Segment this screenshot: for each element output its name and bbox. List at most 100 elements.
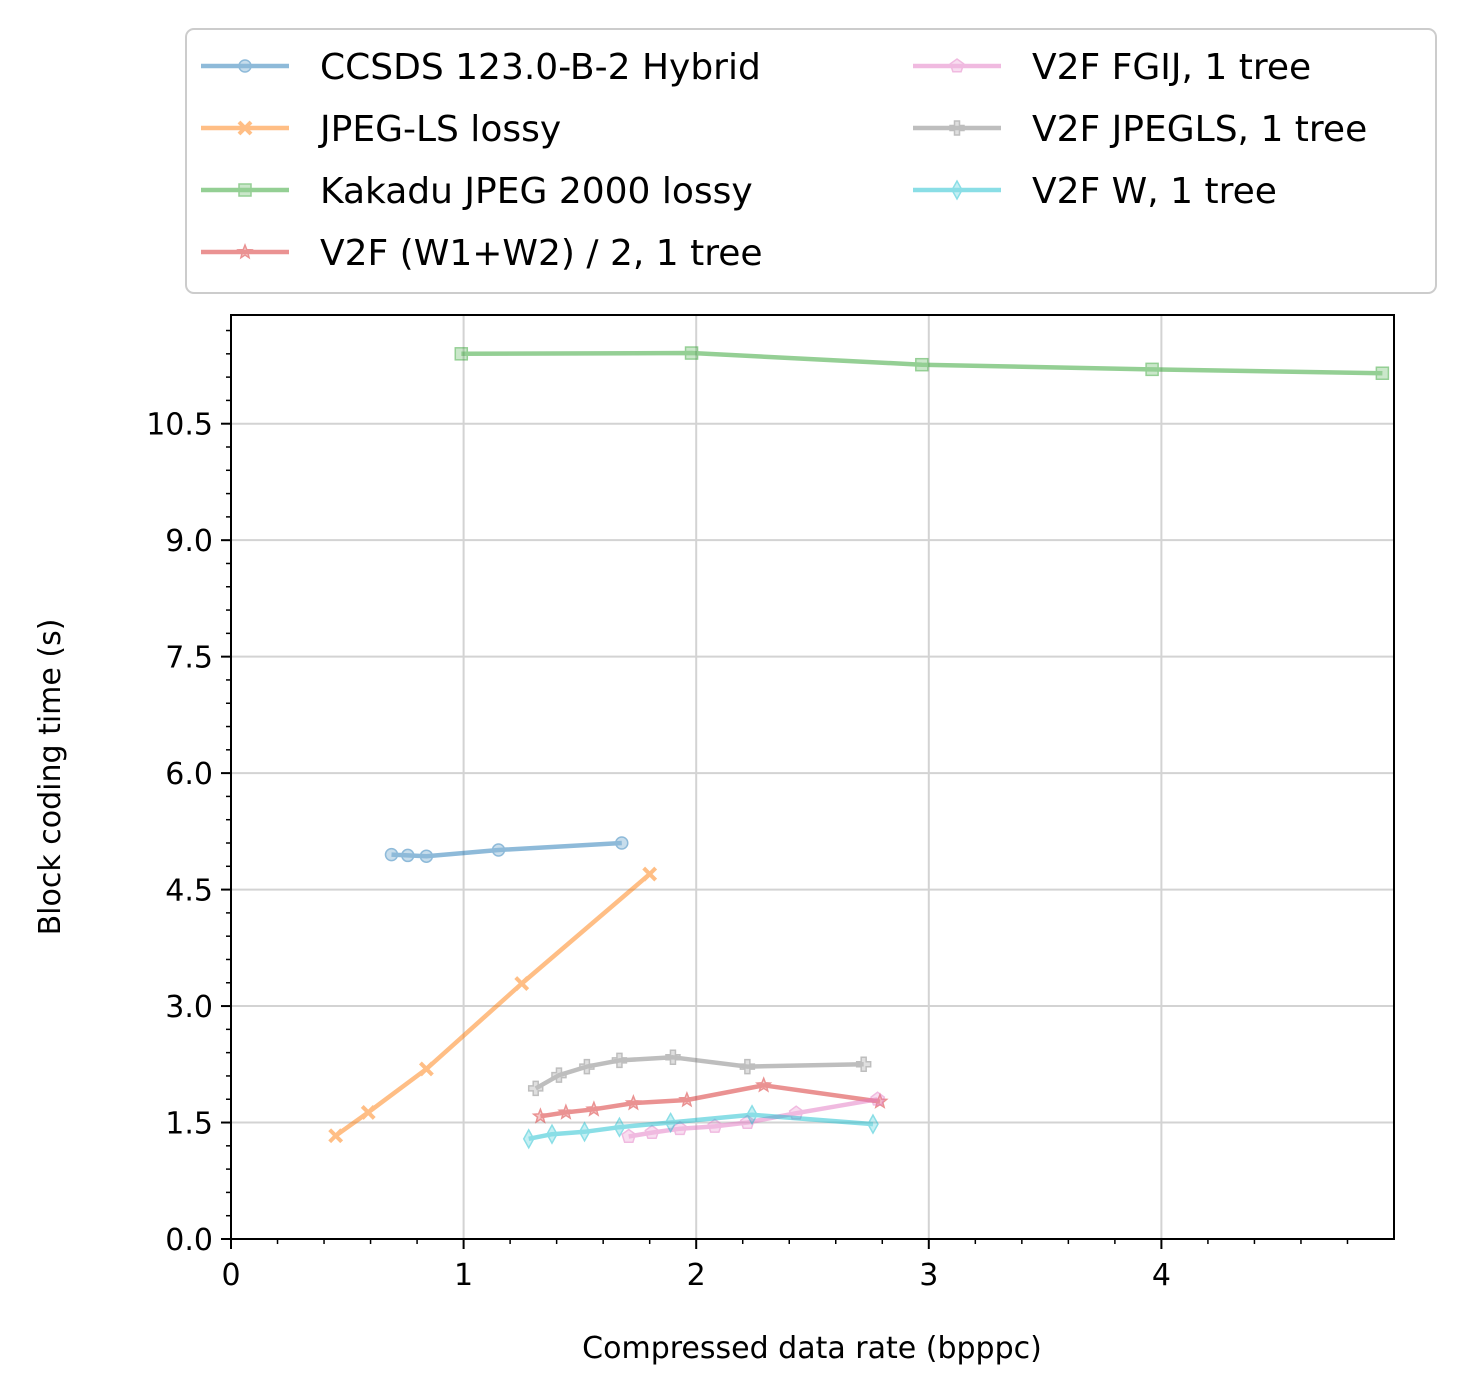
series-3 bbox=[531, 1076, 889, 1124]
legend-marker bbox=[949, 120, 965, 136]
marker-stroke bbox=[328, 1128, 344, 1144]
data-point bbox=[491, 843, 506, 857]
legend-label: V2F JPEGLS, 1 tree bbox=[1032, 109, 1367, 150]
series-2 bbox=[454, 346, 1390, 380]
data-point bbox=[684, 346, 699, 360]
data-point bbox=[531, 1107, 550, 1124]
y-tick-label: 9.0 bbox=[165, 524, 213, 559]
grid bbox=[230, 315, 1394, 1240]
data-point bbox=[665, 1049, 681, 1066]
data-point bbox=[746, 1104, 758, 1126]
y-tick-label: 10.5 bbox=[146, 408, 213, 443]
legend-marker bbox=[949, 58, 965, 73]
data-point bbox=[579, 1058, 595, 1075]
legend-marker bbox=[238, 59, 252, 73]
y-tick-label: 3.0 bbox=[165, 990, 213, 1025]
marker-stroke bbox=[642, 866, 658, 882]
data-point bbox=[384, 847, 399, 862]
x-axis-title: Compressed data rate (bpppc) bbox=[582, 1331, 1042, 1366]
data-point bbox=[644, 1124, 660, 1140]
plot-frame bbox=[230, 314, 1395, 1240]
data-point bbox=[678, 1090, 696, 1108]
data-point bbox=[755, 1076, 773, 1093]
data-point bbox=[867, 1113, 879, 1135]
legend-entry: V2F FGIJ, 1 tree bbox=[913, 47, 1311, 88]
y-tick-label: 1.5 bbox=[165, 1107, 213, 1142]
data-point bbox=[522, 1128, 535, 1150]
marker-stroke bbox=[514, 976, 530, 991]
y-tick-label: 7.5 bbox=[165, 641, 213, 676]
data-point bbox=[739, 1058, 756, 1075]
legend-label: V2F W, 1 tree bbox=[1032, 171, 1277, 212]
legend-handle bbox=[201, 183, 289, 197]
data-point bbox=[557, 1103, 575, 1120]
data-point bbox=[578, 1121, 591, 1143]
legend-entry: V2F (W1+W2) / 2, 1 tree bbox=[201, 233, 763, 274]
data-point bbox=[1375, 366, 1390, 380]
legend: CCSDS 123.0-B-2 Hybrid JPEG-LS lossy Kakad… bbox=[185, 28, 1437, 294]
series-6 bbox=[522, 1104, 879, 1150]
data-point bbox=[360, 1105, 376, 1120]
series-layer bbox=[328, 346, 1390, 1150]
data-point bbox=[870, 1091, 886, 1106]
legend-handle bbox=[201, 242, 289, 260]
legend-handle bbox=[913, 179, 1001, 201]
y-tick-label: 4.5 bbox=[165, 874, 213, 909]
legend-marker bbox=[951, 179, 963, 201]
data-point bbox=[514, 976, 530, 991]
marker-stroke bbox=[237, 120, 253, 136]
x-tick-label: 4 bbox=[1152, 1258, 1171, 1293]
legend-handle bbox=[913, 120, 1001, 136]
data-point bbox=[454, 347, 469, 361]
y-axis-title: Block coding time (s) bbox=[33, 619, 68, 936]
data-point bbox=[624, 1094, 643, 1111]
data-point bbox=[585, 1100, 603, 1117]
legend-entry: V2F W, 1 tree bbox=[913, 171, 1277, 212]
series-line bbox=[628, 1096, 878, 1139]
legend-frame bbox=[185, 28, 1437, 294]
legend-label: V2F FGIJ, 1 tree bbox=[1032, 47, 1311, 88]
data-point bbox=[915, 357, 929, 372]
data-point bbox=[739, 1114, 755, 1129]
legend-label: V2F (W1+W2) / 2, 1 tree bbox=[320, 233, 763, 274]
legend-entry: JPEG-LS lossy bbox=[201, 109, 561, 150]
x-tick-label: 3 bbox=[919, 1258, 938, 1293]
series-line bbox=[461, 350, 1383, 376]
legend-entry: Kakadu JPEG 2000 lossy bbox=[201, 171, 753, 212]
legend-marker bbox=[237, 120, 253, 136]
data-point bbox=[546, 1123, 558, 1145]
x-tick-label: 0 bbox=[221, 1258, 240, 1293]
legend-entry: V2F JPEGLS, 1 tree bbox=[913, 109, 1367, 150]
series-1 bbox=[328, 866, 658, 1144]
data-point bbox=[551, 1067, 567, 1083]
legend-handle bbox=[201, 120, 289, 136]
series-0 bbox=[384, 836, 629, 863]
marker-stroke bbox=[418, 1061, 434, 1077]
data-point bbox=[621, 1128, 637, 1143]
series-4 bbox=[621, 1091, 886, 1143]
x-tick-label: 2 bbox=[687, 1258, 706, 1293]
data-point bbox=[419, 849, 434, 863]
series-line bbox=[534, 1055, 864, 1091]
data-point bbox=[664, 1111, 677, 1134]
x-tick-label: 1 bbox=[454, 1258, 473, 1293]
y-tick-label: 0.0 bbox=[165, 1223, 213, 1258]
series-line bbox=[334, 872, 652, 1138]
data-point bbox=[1145, 362, 1159, 377]
y-tick-label: 6.0 bbox=[165, 757, 213, 792]
data-point bbox=[527, 1080, 544, 1097]
series-5 bbox=[527, 1049, 872, 1097]
series-line bbox=[540, 1083, 881, 1119]
legend-marker bbox=[236, 242, 254, 260]
data-point bbox=[613, 1116, 626, 1138]
data-point bbox=[328, 1128, 344, 1144]
legend-entry: CCSDS 123.0-B-2 Hybrid bbox=[201, 47, 761, 88]
axis-ticks: 0 1 2 3 4 0.0 1.5 3.0 4.5 6.0 7.5 9.0 10.5 bbox=[146, 329, 1349, 1293]
marker-stroke bbox=[360, 1105, 376, 1120]
data-point bbox=[642, 866, 658, 882]
data-point bbox=[855, 1056, 872, 1073]
legend-handle bbox=[201, 59, 289, 73]
data-point bbox=[401, 848, 415, 863]
data-point bbox=[418, 1061, 434, 1077]
